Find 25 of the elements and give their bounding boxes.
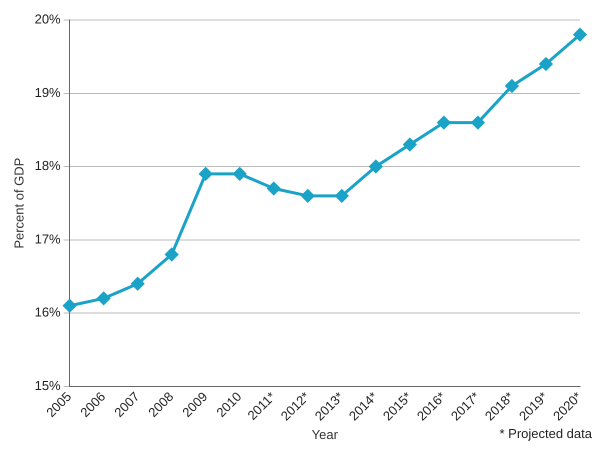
- point: [573, 28, 586, 42]
- x-axis-title: Year: [312, 426, 339, 442]
- point: [233, 167, 246, 180]
- point: [199, 167, 212, 180]
- y-tick-label: 18%: [34, 158, 62, 174]
- y-tick-label: 19%: [34, 84, 62, 100]
- y-tick-label: 16%: [34, 304, 62, 320]
- text: * Projected data: [499, 426, 592, 441]
- point: [301, 189, 314, 202]
- point: [403, 138, 416, 152]
- point: [267, 182, 280, 196]
- point: [505, 79, 518, 92]
- point: [97, 292, 110, 305]
- point: [369, 160, 382, 174]
- point: [165, 248, 178, 261]
- point: [437, 116, 450, 130]
- point: [131, 277, 144, 290]
- y-tick-label: 20%: [34, 12, 62, 27]
- y-tick-label: 17%: [34, 231, 62, 246]
- y-tick-label: 15%: [34, 378, 62, 393]
- point: [63, 299, 76, 312]
- point: [471, 116, 484, 130]
- point: [335, 189, 348, 202]
- point: [539, 57, 552, 70]
- y-axis-title: Percent of GDP: [11, 158, 26, 249]
